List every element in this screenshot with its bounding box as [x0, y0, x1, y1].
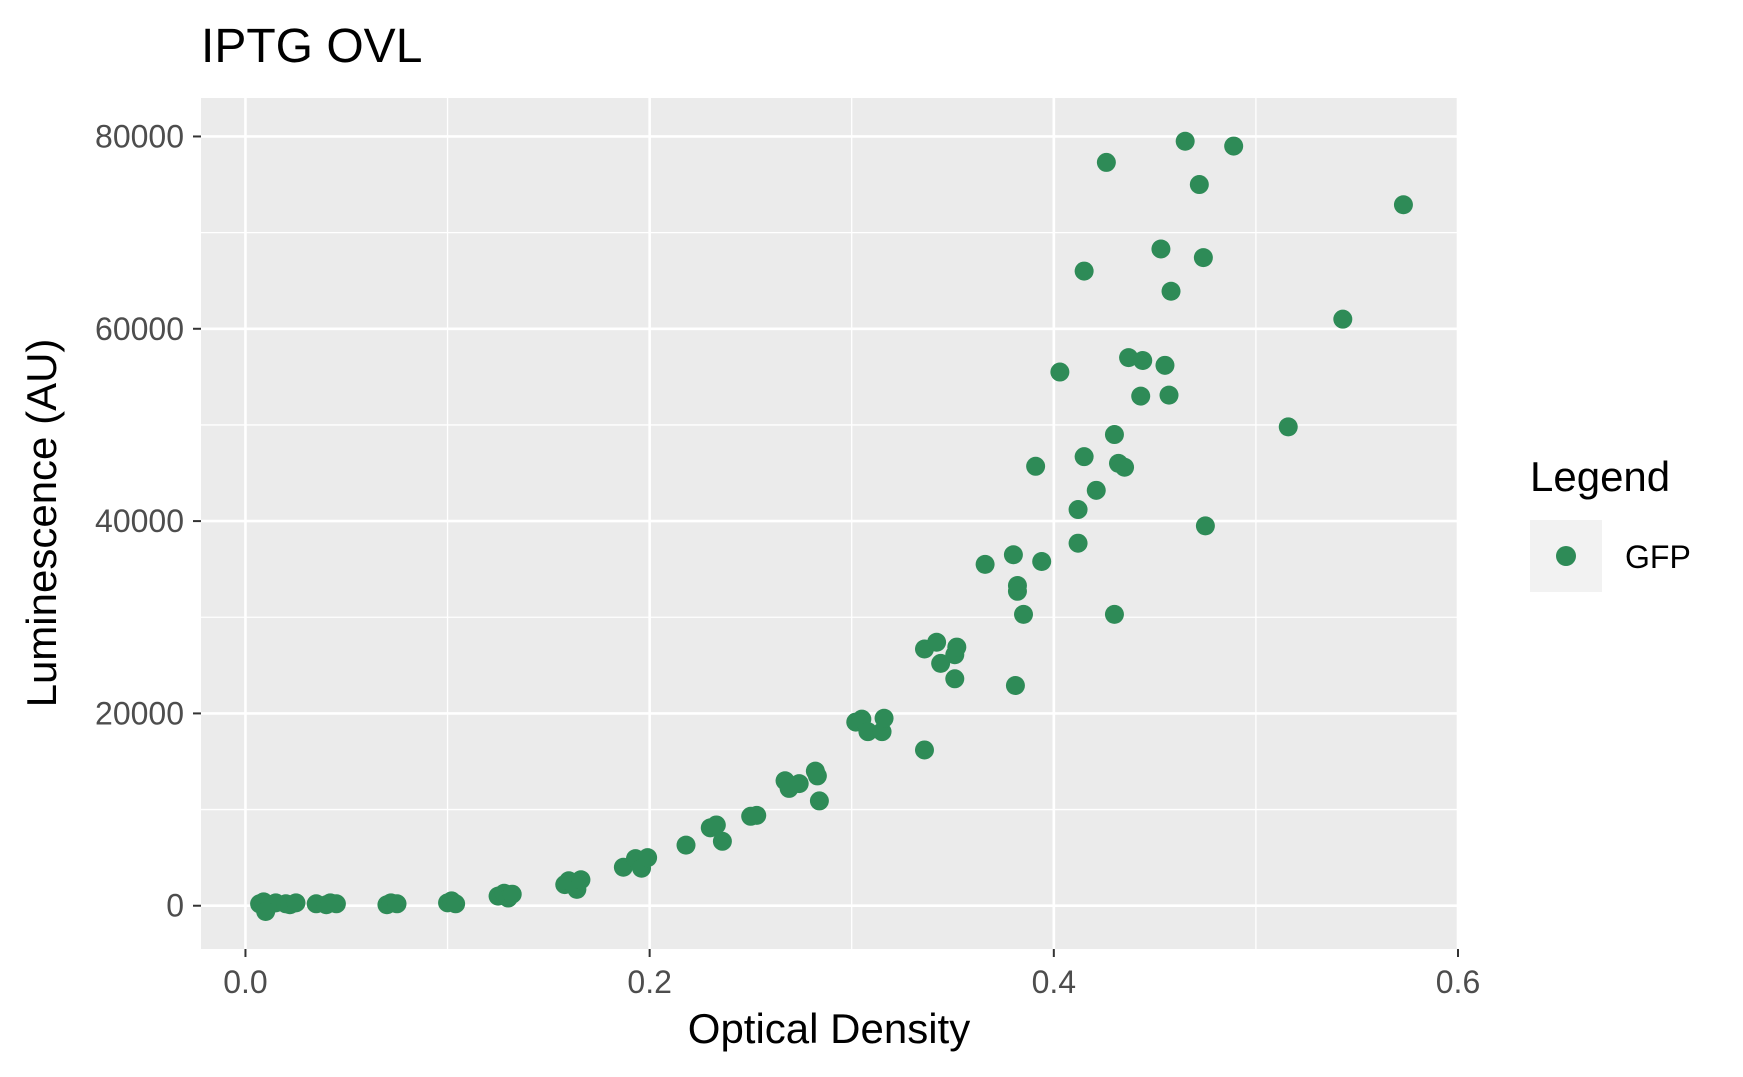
data-point — [1119, 348, 1139, 368]
data-point — [571, 870, 591, 890]
y-tick-label: 20000 — [95, 695, 184, 731]
data-point — [927, 632, 947, 652]
legend-label-gfp: GFP — [1625, 539, 1691, 575]
data-point — [1032, 551, 1052, 571]
data-point — [947, 637, 967, 657]
data-point — [914, 740, 934, 760]
data-point — [1014, 604, 1034, 624]
data-point — [446, 894, 466, 914]
data-point — [945, 669, 965, 689]
data-point — [1155, 355, 1175, 375]
data-point — [676, 835, 696, 855]
data-point — [1005, 676, 1025, 696]
data-point — [1224, 136, 1244, 156]
legend: Legend GFP — [1530, 453, 1691, 592]
y-tick-label: 80000 — [95, 118, 184, 154]
data-point — [1393, 195, 1413, 215]
data-point — [286, 893, 306, 913]
data-point — [1195, 516, 1215, 536]
data-point — [1189, 175, 1209, 195]
data-point — [712, 831, 732, 851]
data-point — [706, 815, 726, 835]
y-axis-title: Luminescence (AU) — [18, 339, 65, 708]
data-point — [1068, 500, 1088, 520]
data-point — [1131, 386, 1151, 406]
x-tick-label: 0.4 — [1032, 964, 1076, 1000]
x-tick-label: 0.2 — [627, 964, 671, 1000]
data-point — [1161, 281, 1181, 301]
data-point — [789, 774, 809, 794]
y-tick-label: 60000 — [95, 311, 184, 347]
data-point — [747, 805, 767, 825]
data-point — [1003, 545, 1023, 565]
data-point — [874, 708, 894, 728]
x-tick-label: 0.0 — [223, 964, 267, 1000]
data-point — [1151, 239, 1171, 259]
data-point — [1074, 261, 1094, 281]
data-point — [1104, 425, 1124, 445]
chart-title: IPTG OVL — [201, 20, 422, 73]
data-point — [1086, 480, 1106, 500]
minor-gridlines — [201, 98, 1458, 949]
data-point — [807, 766, 827, 786]
data-point — [387, 894, 407, 914]
data-point — [502, 884, 522, 904]
data-point — [809, 791, 829, 811]
data-point — [638, 848, 658, 868]
data-point — [1133, 351, 1153, 371]
data-point — [326, 894, 346, 914]
data-points — [250, 131, 1413, 921]
data-point — [1333, 309, 1353, 329]
data-point — [1193, 248, 1213, 268]
data-point — [1096, 152, 1116, 172]
data-point — [1278, 417, 1298, 437]
legend-title: Legend — [1530, 453, 1670, 500]
data-point — [1115, 457, 1135, 477]
data-point — [1050, 362, 1070, 382]
data-point — [1104, 604, 1124, 624]
data-point — [931, 653, 951, 673]
legend-key-point — [1556, 546, 1576, 566]
y-tick-label: 40000 — [95, 503, 184, 539]
plot-panel — [201, 98, 1458, 949]
data-point — [1026, 456, 1046, 476]
data-point — [858, 722, 878, 742]
x-axis-title: Optical Density — [688, 1005, 970, 1052]
data-point — [256, 901, 276, 921]
data-point — [1074, 447, 1094, 467]
data-point — [975, 554, 995, 574]
y-tick-label: 0 — [166, 888, 184, 924]
x-axis: 0.0 0.2 0.4 0.6 — [223, 949, 1480, 1000]
y-axis: 0 20000 40000 60000 80000 — [95, 118, 201, 924]
data-point — [1159, 385, 1179, 405]
x-tick-label: 0.6 — [1436, 964, 1480, 1000]
data-point — [1175, 131, 1195, 151]
data-point — [1007, 581, 1027, 601]
major-gridlines — [201, 98, 1460, 949]
data-point — [1068, 533, 1088, 553]
